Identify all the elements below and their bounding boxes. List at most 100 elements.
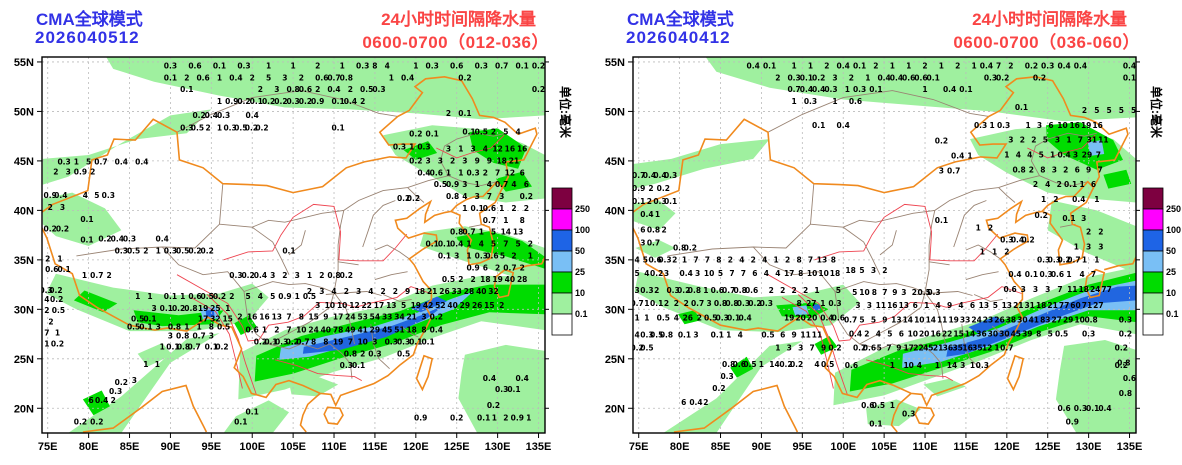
svg-text:1: 1 — [307, 271, 312, 280]
svg-text:6: 6 — [970, 301, 975, 310]
svg-text:0.4: 0.4 — [800, 85, 813, 94]
svg-text:2: 2 — [446, 109, 451, 118]
svg-text:54: 54 — [370, 313, 380, 322]
svg-text:2: 2 — [873, 61, 878, 70]
svg-text:21: 21 — [1047, 301, 1057, 310]
svg-text:2: 2 — [785, 255, 790, 264]
svg-text:0.9: 0.9 — [278, 292, 291, 301]
svg-text:3: 3 — [462, 180, 467, 189]
svg-text:2: 2 — [520, 263, 525, 272]
svg-text:0.2: 0.2 — [192, 111, 205, 120]
svg-text:0.1: 0.1 — [246, 408, 259, 417]
svg-text:2: 2 — [45, 254, 50, 263]
svg-text:19: 19 — [333, 338, 343, 347]
svg-text:3: 3 — [901, 288, 906, 297]
svg-text:4: 4 — [1027, 151, 1032, 160]
svg-text:2: 2 — [912, 288, 917, 297]
svg-text:0.6: 0.6 — [1057, 404, 1070, 413]
svg-text:5: 5 — [1039, 151, 1044, 160]
svg-text:2: 2 — [360, 349, 365, 358]
colorbar-label: 25 — [1166, 267, 1176, 277]
svg-text:0.3: 0.3 — [902, 410, 915, 419]
lon-tick-label: 105E — [871, 441, 897, 453]
svg-text:13: 13 — [386, 301, 396, 310]
svg-text:9: 9 — [323, 313, 328, 322]
colorbar-label: 250 — [575, 204, 590, 214]
svg-text:0.2: 0.2 — [677, 286, 690, 295]
svg-text:14: 14 — [903, 316, 913, 325]
precip-region-blue — [410, 296, 447, 313]
svg-text:45: 45 — [923, 343, 933, 352]
svg-text:0.3: 0.3 — [824, 85, 837, 94]
svg-text:0.2: 0.2 — [241, 271, 254, 280]
svg-text:21: 21 — [933, 343, 943, 352]
svg-text:0.3: 0.3 — [475, 61, 488, 70]
svg-text:0.1: 0.1 — [80, 215, 93, 224]
colorbar-step — [551, 313, 573, 336]
svg-text:10: 10 — [908, 330, 918, 339]
svg-text:7: 7 — [1096, 151, 1101, 160]
svg-text:0.2: 0.2 — [50, 295, 63, 304]
svg-text:8: 8 — [872, 288, 877, 297]
colorbar-step — [1142, 229, 1164, 252]
svg-text:2: 2 — [250, 73, 255, 82]
svg-text:1: 1 — [890, 361, 895, 370]
svg-text:0.3: 0.3 — [1041, 61, 1054, 70]
svg-text:3: 3 — [454, 251, 459, 260]
svg-text:0.5: 0.5 — [397, 349, 410, 358]
svg-text:2: 2 — [1008, 61, 1013, 70]
svg-text:0.4: 0.4 — [1011, 236, 1024, 245]
svg-text:0.1: 0.1 — [711, 331, 724, 340]
svg-text:13: 13 — [1002, 301, 1012, 310]
svg-text:22: 22 — [942, 330, 952, 339]
svg-text:3: 3 — [274, 85, 279, 94]
svg-text:26: 26 — [439, 287, 449, 296]
svg-text:0.4: 0.4 — [890, 73, 903, 82]
precip-region-pale — [635, 240, 676, 258]
svg-text:0.1: 0.1 — [763, 61, 776, 70]
svg-text:1: 1 — [492, 414, 497, 423]
svg-text:31: 31 — [1024, 301, 1034, 310]
svg-text:3: 3 — [1052, 165, 1057, 174]
svg-text:2: 2 — [229, 292, 234, 301]
svg-text:0.9: 0.9 — [446, 180, 459, 189]
svg-text:3: 3 — [1098, 243, 1103, 252]
precip-value-labels: 0.4 0.1 1 1 2 0.4 0.1 2 1 1 2 1 2 1 0.4 7 2 0.2 0.3 0.4 0.4 0… — [630, 61, 1136, 428]
svg-text:0.7: 0.7 — [630, 299, 643, 308]
svg-text:0.3: 0.3 — [640, 331, 653, 340]
svg-text:0.5: 0.5 — [201, 292, 214, 301]
svg-text:2: 2 — [205, 124, 210, 133]
svg-text:3: 3 — [270, 271, 275, 280]
svg-text:5: 5 — [859, 266, 864, 275]
svg-text:40: 40 — [447, 301, 457, 310]
svg-text:0.2: 0.2 — [409, 130, 422, 139]
colorbar-label: 100 — [575, 225, 590, 235]
svg-text:0.3: 0.3 — [57, 157, 70, 166]
colorbar-step — [1142, 250, 1164, 273]
svg-text:0.4: 0.4 — [837, 121, 850, 130]
svg-text:2: 2 — [90, 167, 95, 176]
province-borders — [667, 90, 1097, 379]
svg-text:3: 3 — [695, 269, 700, 278]
svg-text:2: 2 — [458, 275, 463, 284]
svg-text:0.8: 0.8 — [647, 226, 660, 235]
svg-text:0.1: 0.1 — [426, 130, 439, 139]
svg-text:4: 4 — [634, 331, 639, 340]
svg-text:1: 1 — [1074, 243, 1079, 252]
svg-text:29: 29 — [370, 326, 380, 335]
svg-text:7: 7 — [286, 313, 291, 322]
svg-text:3: 3 — [1021, 285, 1026, 294]
svg-text:0.2: 0.2 — [409, 156, 422, 165]
svg-text:11: 11 — [812, 331, 822, 340]
svg-text:18: 18 — [496, 156, 506, 165]
svg-text:3: 3 — [132, 376, 137, 385]
svg-text:0.9: 0.9 — [632, 184, 645, 193]
svg-text:0.1: 0.1 — [1015, 103, 1028, 112]
precip-region-pale — [633, 200, 676, 231]
lon-tick-label: 80E — [79, 441, 99, 453]
svg-text:0.6: 0.6 — [1051, 270, 1064, 279]
svg-text:8: 8 — [372, 61, 377, 70]
svg-text:1: 1 — [634, 314, 639, 323]
svg-text:5: 5 — [1106, 106, 1111, 115]
